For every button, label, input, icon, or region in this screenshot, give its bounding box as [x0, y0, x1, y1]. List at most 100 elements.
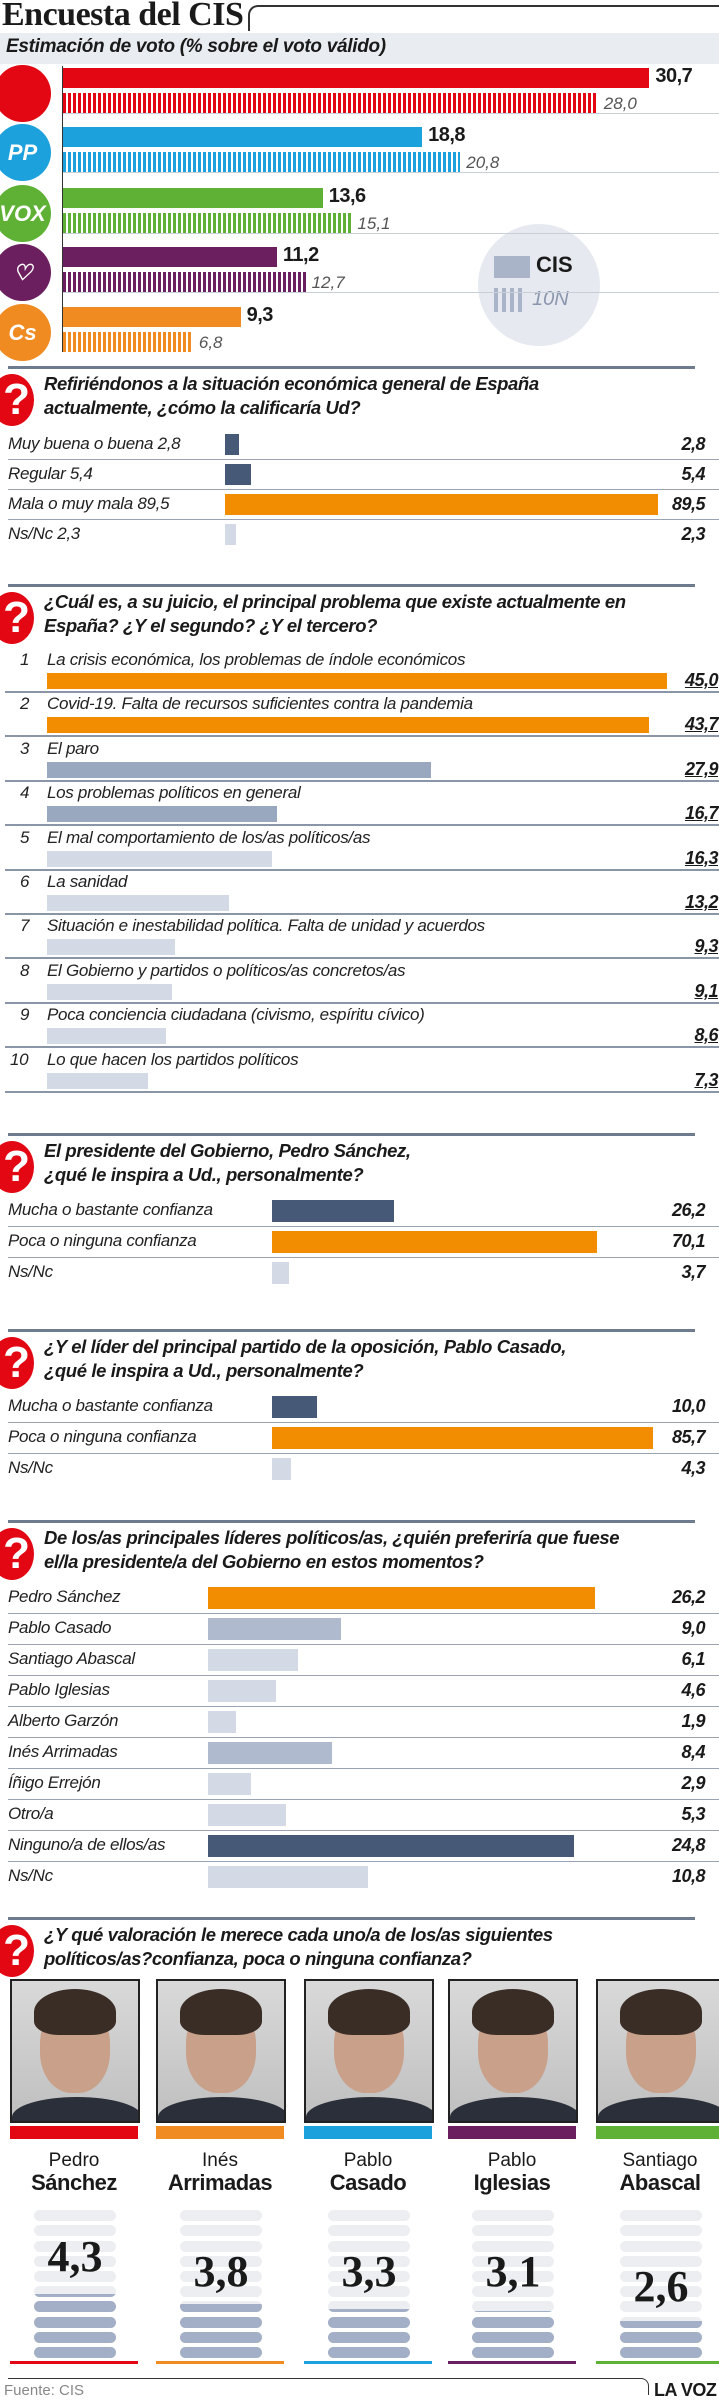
rating-pill — [472, 2301, 554, 2313]
rating-pill — [620, 2286, 702, 2298]
row-value: 7,3 — [694, 1069, 718, 1090]
rating-pill — [620, 2210, 702, 2222]
photo-body — [158, 2097, 284, 2121]
bar — [208, 1866, 368, 1888]
row-value: 26,2 — [671, 1587, 706, 1607]
rating-pill — [34, 2286, 116, 2298]
question-text: ¿qué le inspira a Ud., personalmente? — [44, 1360, 364, 1381]
row-value: 85,7 — [671, 1427, 706, 1447]
rating-pill — [472, 2347, 554, 2358]
footer-rule — [8, 2378, 638, 2379]
bar — [47, 983, 173, 1000]
row-value: 9,3 — [694, 936, 718, 957]
rating-pill — [620, 2255, 702, 2267]
bar — [47, 806, 278, 823]
rating-fill — [620, 2347, 702, 2358]
value-cis: 13,6 — [328, 185, 366, 207]
value-10n: 20,8 — [466, 153, 500, 172]
rank-number: 2 — [20, 694, 30, 714]
problem-label: El mal comportamiento de los/as político… — [47, 827, 371, 847]
value-10n: 6,8 — [198, 333, 223, 352]
rating-pill — [472, 2255, 554, 2267]
rating-fill — [34, 2347, 116, 2358]
question-mark-icon: ? — [0, 1141, 34, 1193]
legend: CIS 10N — [478, 224, 600, 346]
row-label: Pablo Casado — [8, 1618, 112, 1637]
politician-last-name: Iglesias — [473, 2170, 551, 2195]
row-divider — [63, 233, 719, 234]
podemos-logo: ♡ — [0, 244, 51, 301]
row-divider — [8, 1737, 719, 1738]
rating-pill — [328, 2271, 410, 2282]
rating-fill — [34, 2301, 116, 2313]
bar — [225, 524, 237, 545]
photo-hair — [472, 1989, 554, 2035]
question-mark-icon: ? — [0, 1528, 34, 1580]
vox-logo: VOX — [0, 185, 51, 242]
row-value: 3,7 — [681, 1262, 705, 1282]
legend-swatch-cis — [494, 256, 530, 278]
row-label: Pedro Sánchez — [8, 1587, 121, 1606]
row-divider — [5, 868, 719, 871]
rating-pill — [620, 2225, 702, 2237]
question-mark-icon: ? — [0, 374, 34, 426]
rating-pill — [328, 2286, 410, 2298]
section-divider — [8, 1917, 695, 1920]
photo-hair — [34, 1989, 116, 2035]
politician-first-name: Pedro — [48, 2150, 100, 2171]
question-text: ¿Y qué valoración le merece cada uno/a d… — [44, 1924, 553, 1945]
rank-number: 1 — [20, 650, 30, 669]
row-value: 24,8 — [671, 1835, 706, 1855]
rating-fill — [472, 2347, 554, 2358]
question-text: actualmente, ¿cómo la calificaría Ud? — [44, 397, 361, 418]
section-divider — [8, 366, 695, 369]
row-divider — [8, 1644, 719, 1645]
politician-photo — [304, 1979, 434, 2123]
rank-number: 9 — [20, 1005, 30, 1025]
value-cis: 11,2 — [282, 244, 319, 266]
row-label: Íñigo Errejón — [8, 1773, 101, 1792]
rating-pill — [620, 2271, 702, 2282]
row-value: 10,8 — [671, 1866, 706, 1886]
row-divider — [8, 1675, 719, 1676]
rating-pill — [180, 2210, 262, 2222]
bar-10n — [63, 332, 193, 352]
bar — [225, 464, 252, 485]
rating-pill — [34, 2210, 116, 2222]
row-value: 16,3 — [684, 847, 719, 868]
rating-fill — [328, 2309, 410, 2313]
rating-fill — [180, 2347, 262, 2358]
row-divider — [5, 1001, 719, 1004]
title-rule — [248, 5, 719, 31]
rating-fill — [620, 2331, 702, 2343]
rating-pill — [620, 2331, 702, 2343]
rating-pill — [180, 2271, 262, 2282]
bar — [272, 1396, 317, 1418]
row-label: Ns/Nc — [8, 1262, 53, 1281]
row-value: 16,7 — [684, 803, 719, 824]
bar — [47, 939, 176, 956]
rating-pill — [472, 2331, 554, 2343]
bar — [208, 1618, 341, 1640]
rating-pill — [180, 2240, 262, 2252]
question-text: políticos/as?confianza, poca o ninguna c… — [44, 1948, 472, 1969]
rating-pill — [180, 2331, 262, 2343]
politician-photo — [596, 1979, 719, 2123]
photo-body — [12, 2097, 138, 2121]
row-label: Mucha o bastante confianza — [8, 1396, 213, 1415]
bar — [208, 1680, 276, 1702]
section-divider — [8, 584, 695, 587]
problem-label: El paro — [47, 738, 99, 758]
photo-body — [306, 2097, 432, 2121]
rank-number: 8 — [20, 960, 30, 980]
section-divider — [8, 1329, 695, 1332]
rating-fill — [180, 2303, 262, 2313]
bar — [47, 1072, 148, 1089]
rating-pill — [328, 2255, 410, 2267]
row-divider — [8, 1799, 719, 1800]
row-divider — [5, 824, 719, 827]
value-cis: 18,8 — [428, 124, 466, 146]
chart-subtitle: Estimación de voto (% sobre el voto váli… — [6, 36, 386, 57]
row-divider — [5, 957, 719, 960]
rating-pill — [180, 2225, 262, 2237]
